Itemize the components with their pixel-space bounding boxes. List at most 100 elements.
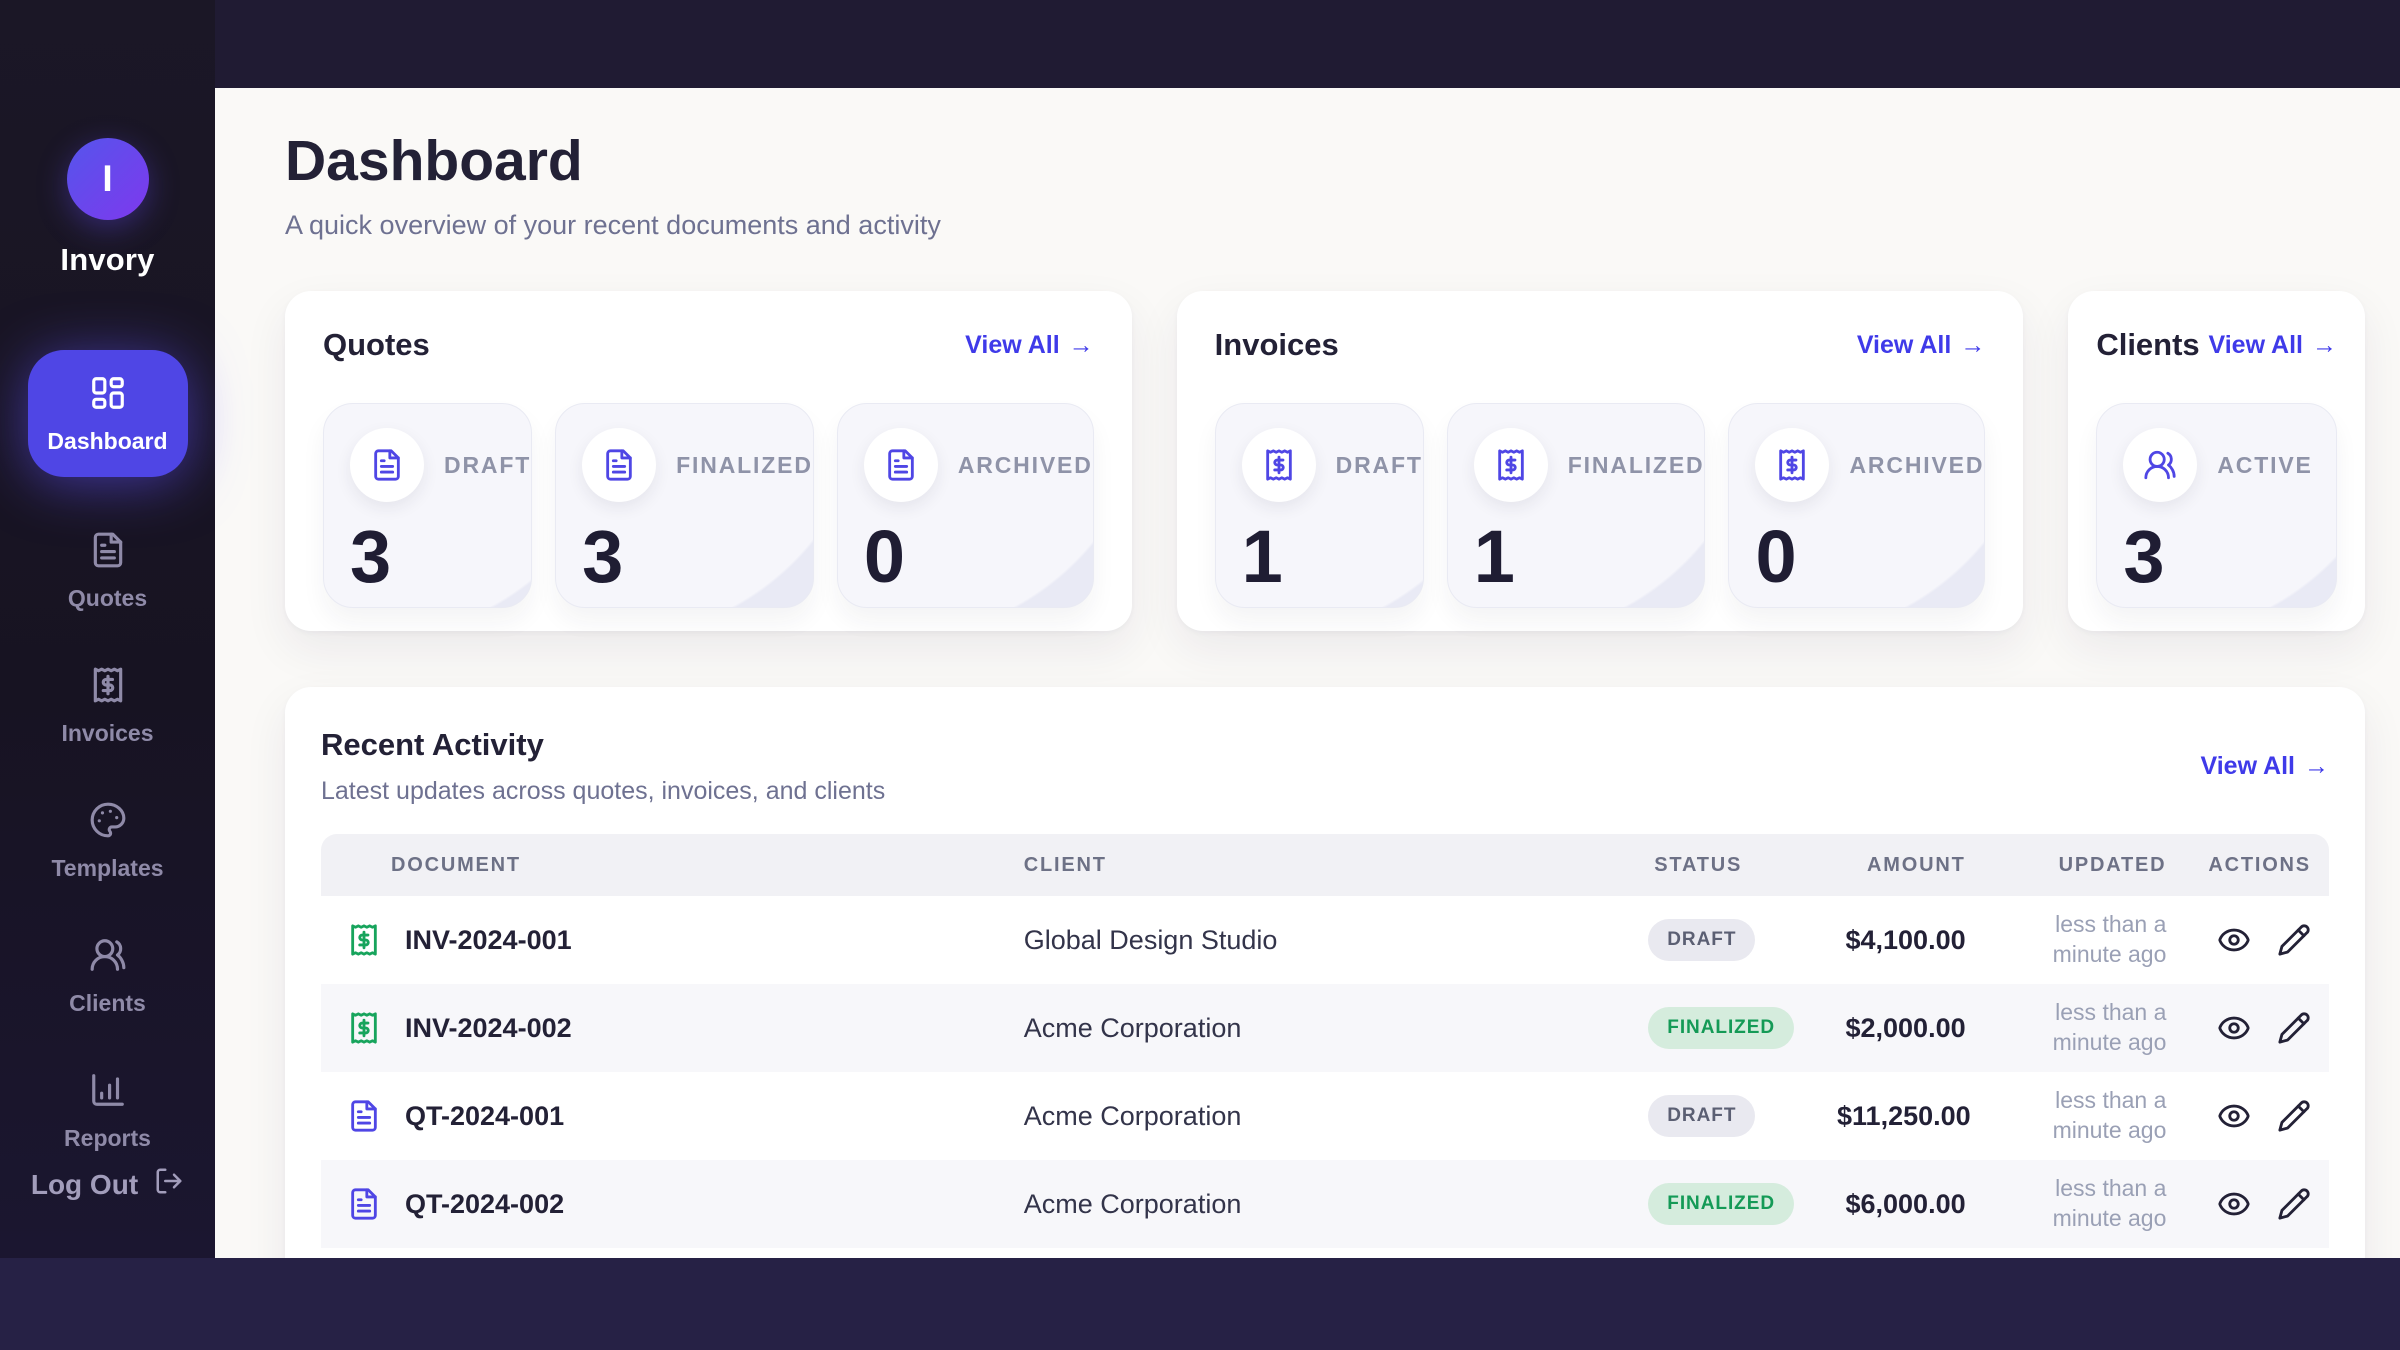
eye-icon — [2218, 1104, 2250, 1128]
sidebar-item-dashboard[interactable]: Dashboard — [27, 350, 188, 477]
document-id: QT-2024-001 — [405, 1100, 565, 1131]
page-title: Dashboard — [285, 129, 583, 193]
table-header-row: DOCUMENT CLIENT STATUS AMOUNT UPDATED ACTIONS — [321, 834, 2329, 896]
table-body: INV-2024-001 Global Design Studio DRAFT … — [321, 896, 2329, 1258]
sidebar-item-quotes[interactable]: Quotes — [28, 531, 188, 612]
receipt-icon — [1265, 449, 1292, 481]
stat-value: 1 — [1473, 515, 1515, 598]
bar-chart-icon — [91, 1074, 124, 1106]
receipt-icon — [351, 1012, 377, 1044]
arrow-right-icon: → — [2304, 752, 2329, 780]
file-text-icon — [606, 449, 632, 481]
document-id: INV-2024-002 — [405, 1012, 572, 1043]
stat-label: FINALIZED — [676, 451, 813, 478]
stat-tile-invoices-archived: ARCHIVED 0 — [1728, 403, 1986, 608]
sidebar-item-reports[interactable]: Reports — [28, 1071, 188, 1152]
logout-button[interactable]: Log Out — [25, 1165, 190, 1204]
column-header-actions: ACTIONS — [2208, 853, 2311, 876]
receipt-icon — [93, 667, 122, 703]
stat-icon-circle — [2123, 428, 2198, 502]
stat-icon-circle — [582, 428, 657, 502]
edit-button[interactable] — [2277, 1011, 2311, 1045]
status-badge: DRAFT — [1648, 919, 1756, 961]
users-icon — [90, 939, 125, 971]
stat-label: DRAFT — [444, 451, 532, 478]
summary-card-title: Clients — [2096, 327, 2200, 362]
amount: $4,100.00 — [1845, 924, 1966, 955]
sidebar: I Invory Dashboard Quotes Invoices Templ… — [0, 0, 215, 1258]
column-header-amount: AMOUNT — [1867, 853, 1966, 876]
view-button[interactable] — [2217, 923, 2251, 957]
table-row: QT-2024-003 TechStart Inc. FINALIZED $70… — [321, 1248, 2329, 1258]
file-text-icon — [93, 532, 122, 568]
pencil-icon — [2278, 924, 2310, 956]
document-id: INV-2024-001 — [405, 924, 572, 955]
recent-activity-card: Recent Activity Latest updates across qu… — [285, 687, 2365, 1258]
status-badge: FINALIZED — [1648, 1183, 1795, 1225]
column-header-client: CLIENT — [1023, 853, 1107, 876]
stat-label: DRAFT — [1335, 451, 1423, 478]
client-name: Acme Corporation — [1023, 1100, 1242, 1131]
file-text-icon — [351, 1100, 377, 1132]
client-name: Global Design Studio — [1023, 924, 1278, 955]
edit-button[interactable] — [2277, 923, 2311, 957]
app-logo: I — [66, 138, 149, 220]
table-row: INV-2024-001 Global Design Studio DRAFT … — [321, 896, 2329, 984]
receipt-icon — [351, 924, 377, 956]
stat-label: FINALIZED — [1567, 451, 1705, 478]
column-header-status: STATUS — [1654, 853, 1743, 876]
file-text-icon — [347, 1187, 381, 1221]
log-out-icon — [156, 1168, 182, 1194]
stat-icon-circle — [1473, 428, 1548, 502]
arrow-right-icon: → — [1068, 330, 1094, 359]
edit-button[interactable] — [2277, 1099, 2311, 1133]
view-all-link[interactable]: View All → — [2208, 330, 2337, 359]
page-subtitle: A quick overview of your recent document… — [285, 210, 941, 240]
updated-time: less than a minute ago — [2052, 1087, 2167, 1143]
view-button[interactable] — [2217, 1187, 2251, 1221]
pencil-icon — [2278, 1012, 2310, 1044]
amount: $11,250.00 — [1837, 1100, 1971, 1131]
sidebar-item-clients[interactable]: Clients — [28, 936, 188, 1017]
stat-icon-circle — [1241, 428, 1316, 502]
client-name: Acme Corporation — [1023, 1012, 1242, 1043]
eye-icon — [2218, 1192, 2250, 1216]
stat-value: 3 — [582, 515, 624, 598]
summary-card-title: Quotes — [323, 327, 430, 362]
stat-label: ACTIVE — [2217, 451, 2313, 478]
stat-tile-quotes-finalized: FINALIZED 3 — [555, 403, 814, 608]
client-name: Acme Corporation — [1023, 1188, 1242, 1219]
summary-card-title: Invoices — [1214, 327, 1339, 362]
stat-label: ARCHIVED — [1849, 451, 1985, 478]
view-all-link[interactable]: View All → — [965, 330, 1094, 359]
arrow-right-icon: → — [2312, 330, 2337, 359]
brand-name: Invory — [60, 242, 155, 277]
sidebar-item-invoices[interactable]: Invoices — [28, 666, 188, 747]
view-button[interactable] — [2217, 1099, 2251, 1133]
table-row: INV-2024-002 Acme Corporation FINALIZED … — [321, 984, 2329, 1072]
stat-value: 3 — [2123, 515, 2165, 598]
view-button[interactable] — [2217, 1011, 2251, 1045]
stat-value: 1 — [1241, 515, 1283, 598]
stat-value: 3 — [350, 515, 392, 598]
table-row: QT-2024-002 Acme Corporation FINALIZED $… — [321, 1160, 2329, 1248]
file-text-icon — [374, 449, 400, 481]
pencil-icon — [2278, 1188, 2310, 1220]
eye-icon — [2218, 1016, 2250, 1040]
file-text-icon — [888, 449, 914, 481]
logout-label: Log Out — [30, 1168, 139, 1200]
column-header-updated: UPDATED — [2058, 853, 2167, 876]
edit-button[interactable] — [2277, 1187, 2311, 1221]
recent-activity-title: Recent Activity — [321, 727, 544, 762]
file-text-icon — [347, 1099, 381, 1133]
stat-tile-clients-active: ACTIVE 3 — [2096, 403, 2337, 608]
view-all-link[interactable]: View All → — [1856, 330, 1986, 359]
file-text-icon — [351, 1188, 377, 1220]
dashboard-icon — [91, 377, 124, 409]
receipt-icon — [347, 1011, 381, 1045]
status-badge: DRAFT — [1648, 1095, 1756, 1137]
updated-time: less than a minute ago — [2052, 911, 2167, 967]
sidebar-item-templates[interactable]: Templates — [28, 801, 188, 882]
recent-activity-view-all-link[interactable]: View All → — [2200, 752, 2329, 780]
bottom-bar — [0, 1258, 2400, 1350]
